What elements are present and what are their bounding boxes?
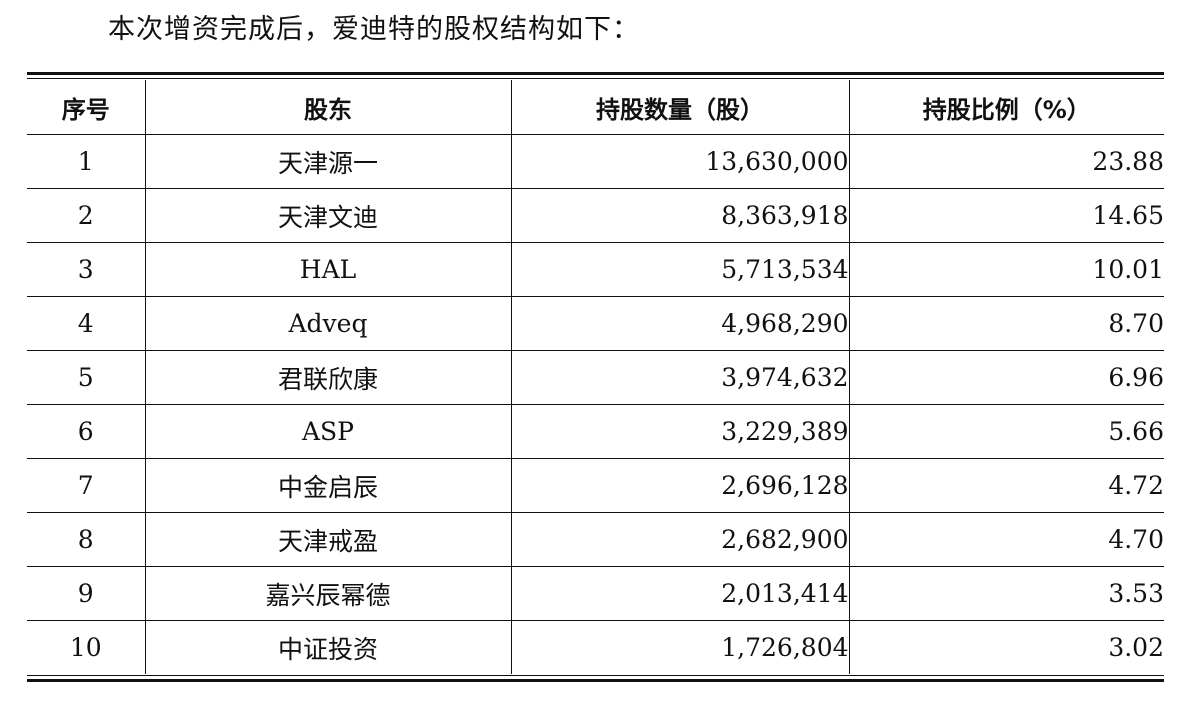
row-shareholder: 天津源一 <box>144 134 511 189</box>
row-share-count: 4,968,290 <box>510 296 849 351</box>
row-share-count: 8,363,918 <box>510 188 849 243</box>
row-shareholder: 天津戒盈 <box>144 512 511 567</box>
row-share-count: 1,726,804 <box>510 620 849 674</box>
row-index: 1 <box>27 134 145 189</box>
row-shareholder: HAL <box>144 242 511 297</box>
equity-structure-table: 序号 股东 持股数量（股） 持股比例（%） 1 天津源一 13,630,000 23.… <box>27 80 1164 674</box>
table-row: 2 天津文迪 8,363,918 14.65 <box>27 188 1164 243</box>
row-share-ratio: 5.66 <box>848 404 1164 459</box>
row-share-ratio: 4.70 <box>848 512 1164 567</box>
table-bottom-rule <box>27 679 1164 682</box>
table-row: 10 中证投资 1,726,804 3.02 <box>27 620 1164 674</box>
row-share-ratio: 10.01 <box>848 242 1164 297</box>
table-top-rule <box>27 72 1164 75</box>
row-share-count: 2,682,900 <box>510 512 849 567</box>
row-share-count: 5,713,534 <box>510 242 849 297</box>
row-index: 4 <box>27 296 145 351</box>
row-index: 9 <box>27 566 145 621</box>
row-share-ratio: 3.02 <box>848 620 1164 674</box>
row-share-count: 2,013,414 <box>510 566 849 621</box>
header-index: 序号 <box>27 80 145 135</box>
header-shareholder: 股东 <box>144 80 511 135</box>
row-share-count: 3,974,632 <box>510 350 849 405</box>
row-index: 10 <box>69 633 102 662</box>
row-shareholder: 嘉兴辰幂德 <box>144 566 511 621</box>
row-share-ratio: 3.53 <box>848 566 1164 621</box>
table-row: 6 ASP 3,229,389 5.66 <box>27 404 1164 459</box>
table-top-rule-thin <box>27 78 1164 79</box>
header-share-ratio: 持股比例（%） <box>848 80 1164 135</box>
row-share-count: 2,696,128 <box>510 458 849 513</box>
row-shareholder: 天津文迪 <box>144 188 511 243</box>
table-row: 5 君联欣康 3,974,632 6.96 <box>27 350 1164 405</box>
table-header-row: 序号 股东 持股数量（股） 持股比例（%） <box>27 80 1164 135</box>
table-row: 9 嘉兴辰幂德 2,013,414 3.53 <box>27 566 1164 621</box>
table-row: 8 天津戒盈 2,682,900 4.70 <box>27 512 1164 567</box>
table-bottom-rule-thin <box>27 675 1164 676</box>
row-shareholder: 中金启辰 <box>144 458 511 513</box>
row-share-ratio: 23.88 <box>848 134 1164 189</box>
table-row: 3 HAL 5,713,534 10.01 <box>27 242 1164 297</box>
row-share-count: 3,229,389 <box>510 404 849 459</box>
row-share-ratio: 14.65 <box>848 188 1164 243</box>
header-share-count: 持股数量（股） <box>510 80 849 135</box>
row-index: 7 <box>27 458 145 513</box>
row-index: 5 <box>27 350 145 405</box>
row-share-ratio: 8.70 <box>848 296 1164 351</box>
row-share-ratio: 6.96 <box>848 350 1164 405</box>
row-index: 8 <box>27 512 145 567</box>
row-index: 3 <box>27 242 145 297</box>
row-shareholder: 中证投资 <box>144 620 511 674</box>
row-share-ratio: 4.72 <box>848 458 1164 513</box>
row-index: 6 <box>27 404 145 459</box>
intro-text: 本次增资完成后，爱迪特的股权结构如下： <box>108 14 640 45</box>
table-row: 1 天津源一 13,630,000 23.88 <box>27 134 1164 189</box>
row-shareholder: Adveq <box>144 296 511 351</box>
row-index: 2 <box>27 188 145 243</box>
table-row: 4 Adveq 4,968,290 8.70 <box>27 296 1164 351</box>
row-share-count: 13,630,000 <box>510 134 849 189</box>
row-shareholder: ASP <box>144 404 511 459</box>
row-shareholder: 君联欣康 <box>144 350 511 405</box>
table-row: 7 中金启辰 2,696,128 4.72 <box>27 458 1164 513</box>
